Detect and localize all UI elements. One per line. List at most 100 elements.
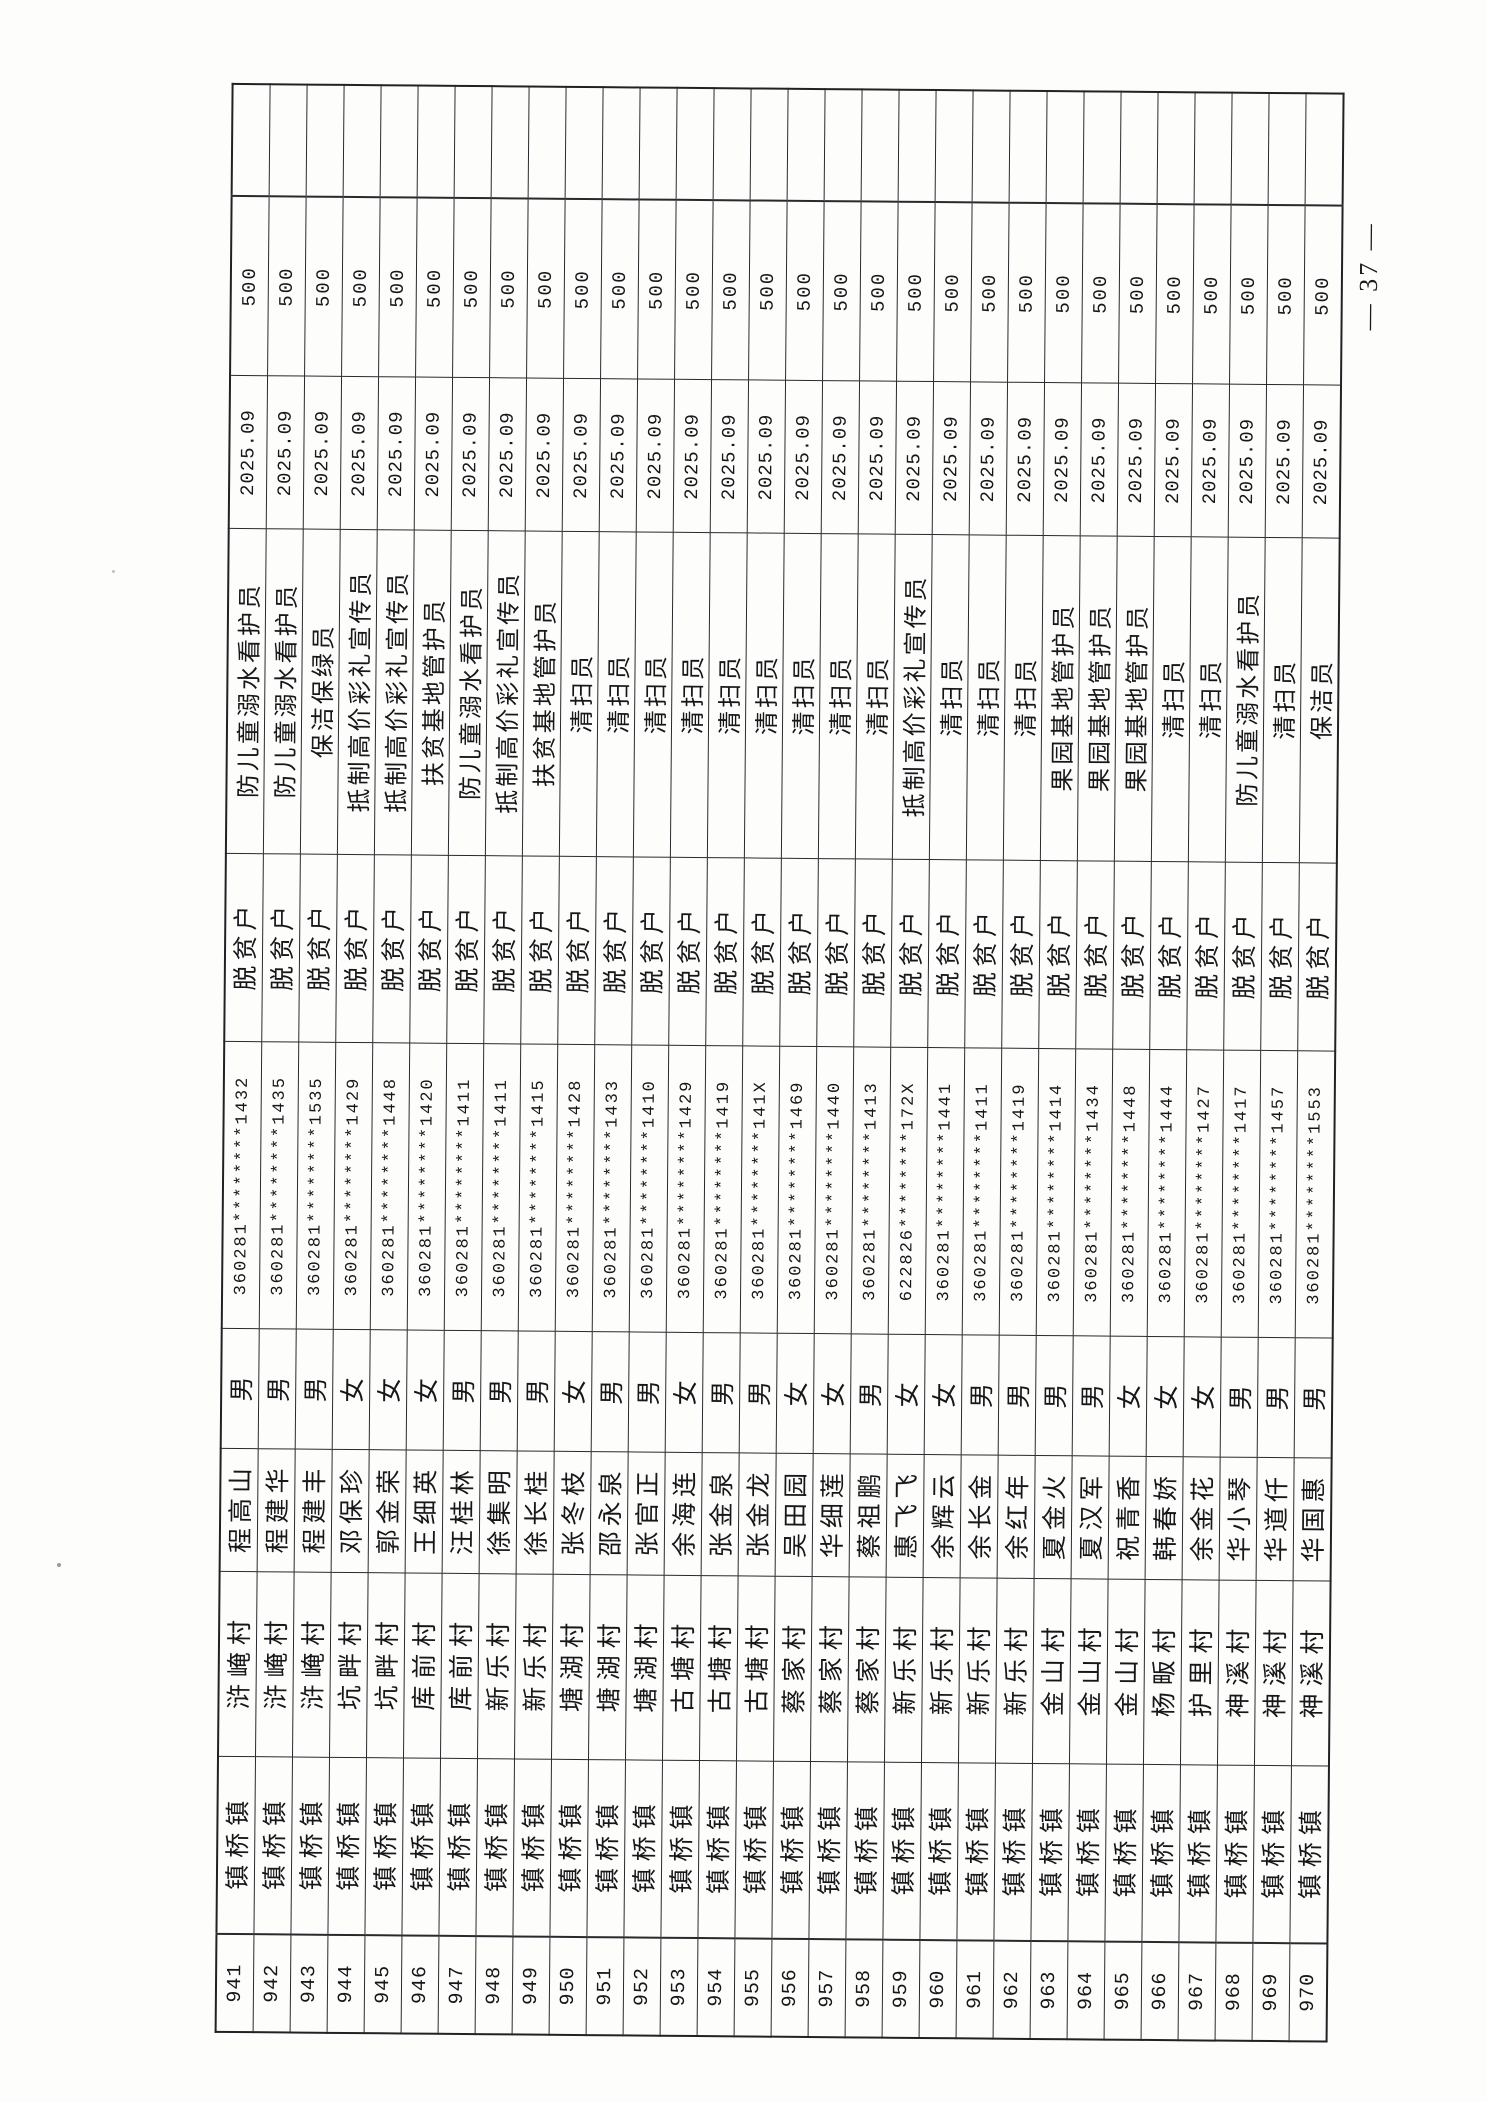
cell-name: 余长金 xyxy=(960,1455,999,1579)
cell-town: 镇桥镇 xyxy=(290,1757,330,1935)
roster-body: 941 镇桥镇 浒崦村 程高山男 360281********1432 脱贫户 防儿童溺水看… xyxy=(215,83,1344,2042)
cell-month: 2025.09 xyxy=(1006,382,1045,537)
cell-no: 955 xyxy=(734,1938,772,2037)
cell-month: 2025.09 xyxy=(228,375,268,530)
cell-remark xyxy=(898,89,937,203)
cell-gender: 女 xyxy=(332,1329,371,1451)
cell-amount: 500 xyxy=(600,199,640,380)
cell-amount: 500 xyxy=(1303,205,1343,386)
cell-village: 塘湖村 xyxy=(625,1575,665,1761)
cell-name: 蔡祖鹏 xyxy=(849,1454,888,1578)
cell-no: 942 xyxy=(253,1934,291,2033)
cell-village: 金山村 xyxy=(1106,1579,1146,1765)
cell-amount: 500 xyxy=(341,196,381,378)
cell-village: 坑畔村 xyxy=(366,1573,406,1759)
cell-month: 2025.09 xyxy=(451,377,490,532)
cell-category: 脱贫户 xyxy=(927,860,967,1049)
cell-job: 清扫员 xyxy=(559,531,600,858)
cell-amount: 500 xyxy=(933,202,973,383)
cell-category: 脱贫户 xyxy=(409,855,449,1044)
cell-village: 浒崦村 xyxy=(292,1572,332,1758)
cell-remark xyxy=(750,88,789,201)
cell-name: 程建华 xyxy=(257,1449,296,1573)
cell-name: 邓保珍 xyxy=(331,1449,370,1574)
cell-remark xyxy=(1268,92,1307,206)
cell-id_number: 360281********1441 xyxy=(925,1048,965,1336)
cell-month: 2025.09 xyxy=(377,377,416,531)
cell-remark xyxy=(380,85,419,198)
cell-category: 脱贫户 xyxy=(964,860,1004,1049)
cell-id_number: 622826********172X xyxy=(888,1047,928,1336)
cell-no: 951 xyxy=(586,1937,624,2036)
cell-amount: 500 xyxy=(970,202,1010,383)
cell-village: 库前村 xyxy=(440,1573,480,1760)
cell-remark xyxy=(343,84,382,198)
cell-village: 库前村 xyxy=(403,1573,443,1759)
cell-id_number: 360281********1440 xyxy=(814,1047,854,1335)
cell-village: 古塘村 xyxy=(662,1575,702,1762)
cell-id_number: 360281********1417 xyxy=(1221,1050,1261,1338)
cell-gender: 男 xyxy=(1294,1338,1333,1459)
cell-month: 2025.09 xyxy=(303,376,342,530)
cell-amount: 500 xyxy=(859,201,899,382)
cell-category: 脱贫户 xyxy=(742,858,782,1047)
cell-amount: 500 xyxy=(674,199,714,381)
cell-month: 2025.09 xyxy=(340,376,379,531)
cell-month: 2025.09 xyxy=(895,381,934,536)
cell-remark xyxy=(1305,93,1344,206)
cell-village: 新乐村 xyxy=(958,1578,998,1764)
cell-no: 954 xyxy=(697,1938,735,2037)
cell-name: 华国惠 xyxy=(1293,1458,1332,1582)
cell-no: 953 xyxy=(660,1937,698,2037)
cell-category: 脱贫户 xyxy=(1186,862,1226,1051)
cell-gender: 女 xyxy=(554,1331,593,1453)
cell-remark xyxy=(1194,92,1233,205)
cell-month: 2025.09 xyxy=(821,381,860,535)
cell-amount: 500 xyxy=(822,201,862,382)
cell-village: 新乐村 xyxy=(514,1574,554,1760)
cell-category: 脱贫户 xyxy=(779,858,819,1048)
cell-no: 963 xyxy=(1030,1940,1068,2040)
cell-no: 960 xyxy=(919,1939,957,2039)
cell-id_number: 360281********1469 xyxy=(777,1046,817,1335)
cell-category: 脱贫户 xyxy=(890,859,930,1049)
cell-no: 941 xyxy=(215,1933,254,2033)
cell-gender: 男 xyxy=(517,1331,556,1452)
cell-month: 2025.09 xyxy=(673,379,712,534)
cell-no: 956 xyxy=(771,1938,809,2038)
cell-gender: 男 xyxy=(1035,1335,1074,1457)
cell-category: 脱贫户 xyxy=(1223,862,1263,1051)
cell-village: 古塘村 xyxy=(699,1576,739,1762)
subsidy-roster-table: 941 镇桥镇 浒崦村 程高山男 360281********1432 脱贫户 防儿童溺水看… xyxy=(214,82,1345,2043)
cell-id_number: 360281********1429 xyxy=(333,1042,373,1331)
cell-amount: 500 xyxy=(563,198,603,380)
cell-month: 2025.09 xyxy=(488,378,527,532)
cell-remark xyxy=(565,86,604,200)
cell-village: 新乐村 xyxy=(995,1578,1035,1764)
cell-month: 2025.09 xyxy=(858,381,897,535)
cell-id_number: 360281********1415 xyxy=(518,1044,558,1332)
cell-town: 镇桥镇 xyxy=(586,1760,626,1938)
cell-month: 2025.09 xyxy=(1191,384,1230,538)
cell-category: 脱贫户 xyxy=(1260,862,1300,1052)
cell-village: 塘湖村 xyxy=(551,1574,591,1761)
cell-remark xyxy=(1157,91,1196,205)
cell-village: 坑畔村 xyxy=(329,1572,369,1759)
cell-no: 947 xyxy=(438,1935,476,2035)
cell-gender: 男 xyxy=(591,1332,630,1453)
cell-remark xyxy=(1231,92,1270,205)
cell-amount: 500 xyxy=(896,201,936,383)
cell-remark xyxy=(269,84,308,197)
cell-town: 镇桥镇 xyxy=(993,1763,1033,1941)
cell-category: 脱贫户 xyxy=(1075,861,1115,1050)
cell-id_number: 360281********1411 xyxy=(962,1048,1002,1336)
cell-no: 968 xyxy=(1215,1942,1253,2041)
cell-job: 清扫员 xyxy=(670,532,711,859)
cell-gender: 女 xyxy=(665,1332,704,1454)
cell-town: 镇桥镇 xyxy=(808,1762,848,1940)
cell-name: 华细莲 xyxy=(812,1454,851,1578)
cell-id_number: 360281********1420 xyxy=(407,1043,447,1331)
cell-month: 2025.09 xyxy=(932,382,971,536)
scan-speck xyxy=(112,570,115,573)
cell-no: 948 xyxy=(475,1936,513,2035)
